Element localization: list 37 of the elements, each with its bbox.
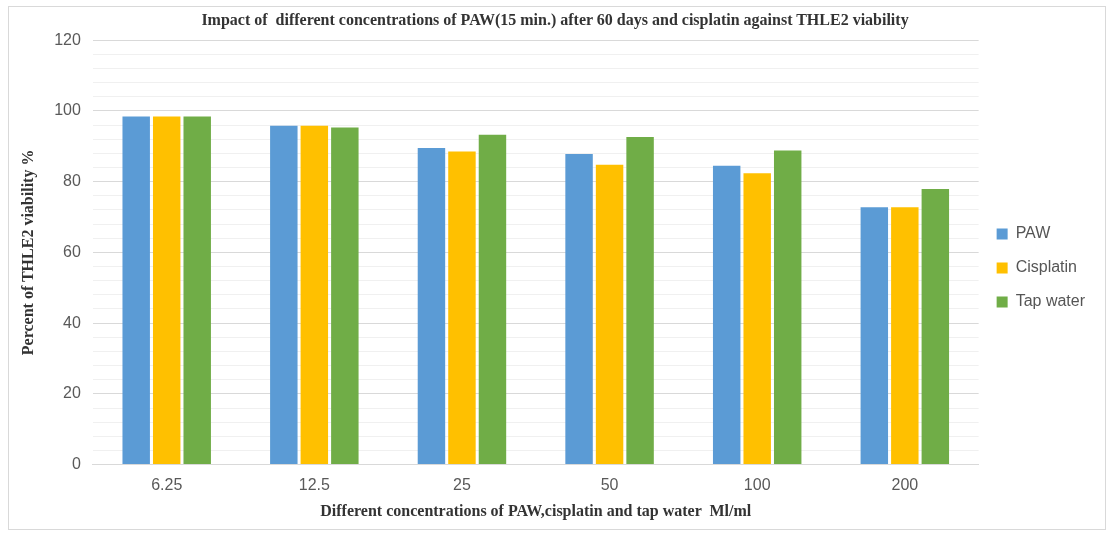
bar [448, 151, 476, 465]
y-tick-label: 40 [63, 313, 81, 331]
bar [743, 173, 771, 465]
bar [478, 134, 507, 465]
chart-title: Impact of different concentrations of PAW(15 min.) after 60 days and cisplatin against THLE2 viability [201, 10, 909, 29]
x-tick-label: 200 [891, 475, 919, 493]
bar [122, 116, 150, 465]
y-tick-label: 20 [63, 384, 81, 402]
legend-label: Tap water [1015, 292, 1086, 310]
bar [152, 116, 181, 465]
bar [712, 165, 741, 465]
y-tick-label: 60 [63, 242, 81, 260]
y-tick-label: 0 [71, 455, 81, 473]
bar [773, 150, 802, 465]
bar [300, 125, 329, 465]
x-tick-label: 50 [600, 475, 619, 493]
bar [891, 207, 919, 465]
bar [565, 154, 593, 465]
bar [183, 116, 211, 465]
bar [417, 148, 446, 465]
bar [921, 189, 950, 465]
x-axis-title: Different concentrations of PAW,cisplatin and tap water Ml/ml [320, 501, 752, 520]
y-tick-label: 120 [54, 30, 81, 48]
y-axis-title: Percent of THLE2 viability % [18, 149, 37, 356]
x-tick-label: 100 [743, 475, 771, 493]
bar [595, 164, 624, 465]
x-tick-label: 6.25 [151, 475, 183, 493]
bar [626, 137, 654, 465]
y-tick-label: 80 [63, 172, 81, 190]
legend-label: PAW [1015, 224, 1052, 242]
legend-label: Cisplatin [1015, 258, 1077, 276]
x-tick-label: 12.5 [298, 475, 330, 493]
x-tick-label: 25 [453, 475, 471, 493]
bar [860, 207, 889, 465]
bar [270, 125, 298, 465]
y-tick-label: 100 [54, 101, 81, 119]
bar [331, 127, 359, 465]
